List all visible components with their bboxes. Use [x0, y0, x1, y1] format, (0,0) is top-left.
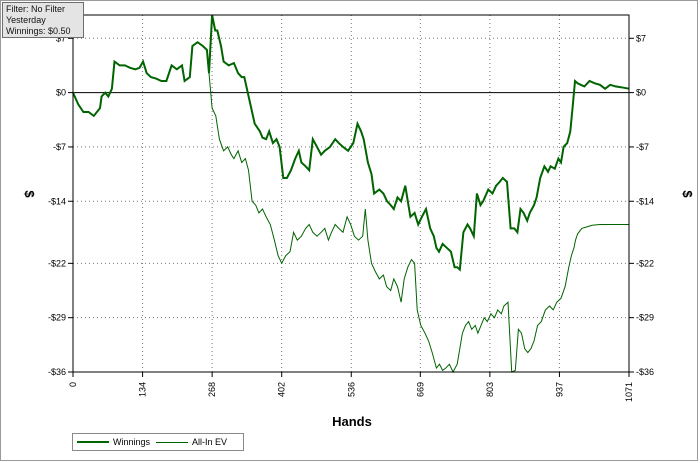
filter-line: Filter: No Filter [6, 4, 66, 14]
y-tick-label-left: $0 [56, 88, 66, 98]
plot-area [73, 15, 629, 372]
y-tick-label-left: -$22 [48, 258, 66, 268]
y-tick-label-left: $7 [56, 33, 66, 43]
legend-swatch-all-in-ev [156, 441, 189, 443]
y-tick-label-right: -$36 [636, 367, 654, 377]
legend-item-all-in-ev: All-In EV [156, 437, 227, 447]
y-tick-label-left: -$29 [48, 313, 66, 323]
grid-lines [73, 15, 629, 372]
series-line-winnings [72, 14, 630, 272]
y-tick-label-left: -$14 [48, 196, 66, 206]
x-tick-label: 536 [346, 382, 356, 397]
x-tick-label: 402 [277, 382, 287, 397]
chart-legend: Winnings All-In EV [72, 433, 244, 451]
x-axis-title: Hands [332, 414, 372, 429]
y-axis-title-left: $ [22, 190, 37, 198]
y-tick-label-right: -$7 [636, 142, 649, 152]
y-tick-label-left: -$7 [53, 142, 66, 152]
legend-label-winnings: Winnings [113, 437, 151, 447]
x-tick-label: 268 [207, 382, 217, 397]
y-tick-label-right: $0 [636, 88, 646, 98]
x-tick-label: 0 [68, 382, 78, 387]
legend-swatch-winnings [77, 441, 109, 443]
filter-info-box: Filter: No Filter Yesterday Winnings: $0… [2, 2, 84, 38]
y-axis-title-right: $ [680, 190, 695, 198]
y-tick-label-left: -$36 [48, 367, 66, 377]
y-tick-label-right: -$22 [636, 258, 654, 268]
x-tick-label: 134 [138, 382, 148, 397]
x-tick-label: 937 [554, 382, 564, 397]
y-tick-label-right: -$29 [636, 313, 654, 323]
x-tick-label: 803 [485, 382, 495, 397]
x-tick-label: 669 [415, 382, 425, 397]
x-tick-label: 1071 [624, 382, 634, 402]
axis-ticks: $7 $7 $0 $0 -$7 -$7 -$14 -$14 -$22 -$22 -$29 -$29 -$… [48, 33, 654, 402]
date-range-line: Yesterday [6, 15, 46, 25]
legend-label-all-in-ev: All-In EV [192, 437, 228, 447]
y-tick-label-right: $7 [636, 33, 646, 43]
winnings-line: Winnings: $0.50 [6, 26, 71, 36]
y-tick-label-right: -$14 [636, 196, 654, 206]
legend-item-winnings: Winnings [77, 437, 150, 447]
